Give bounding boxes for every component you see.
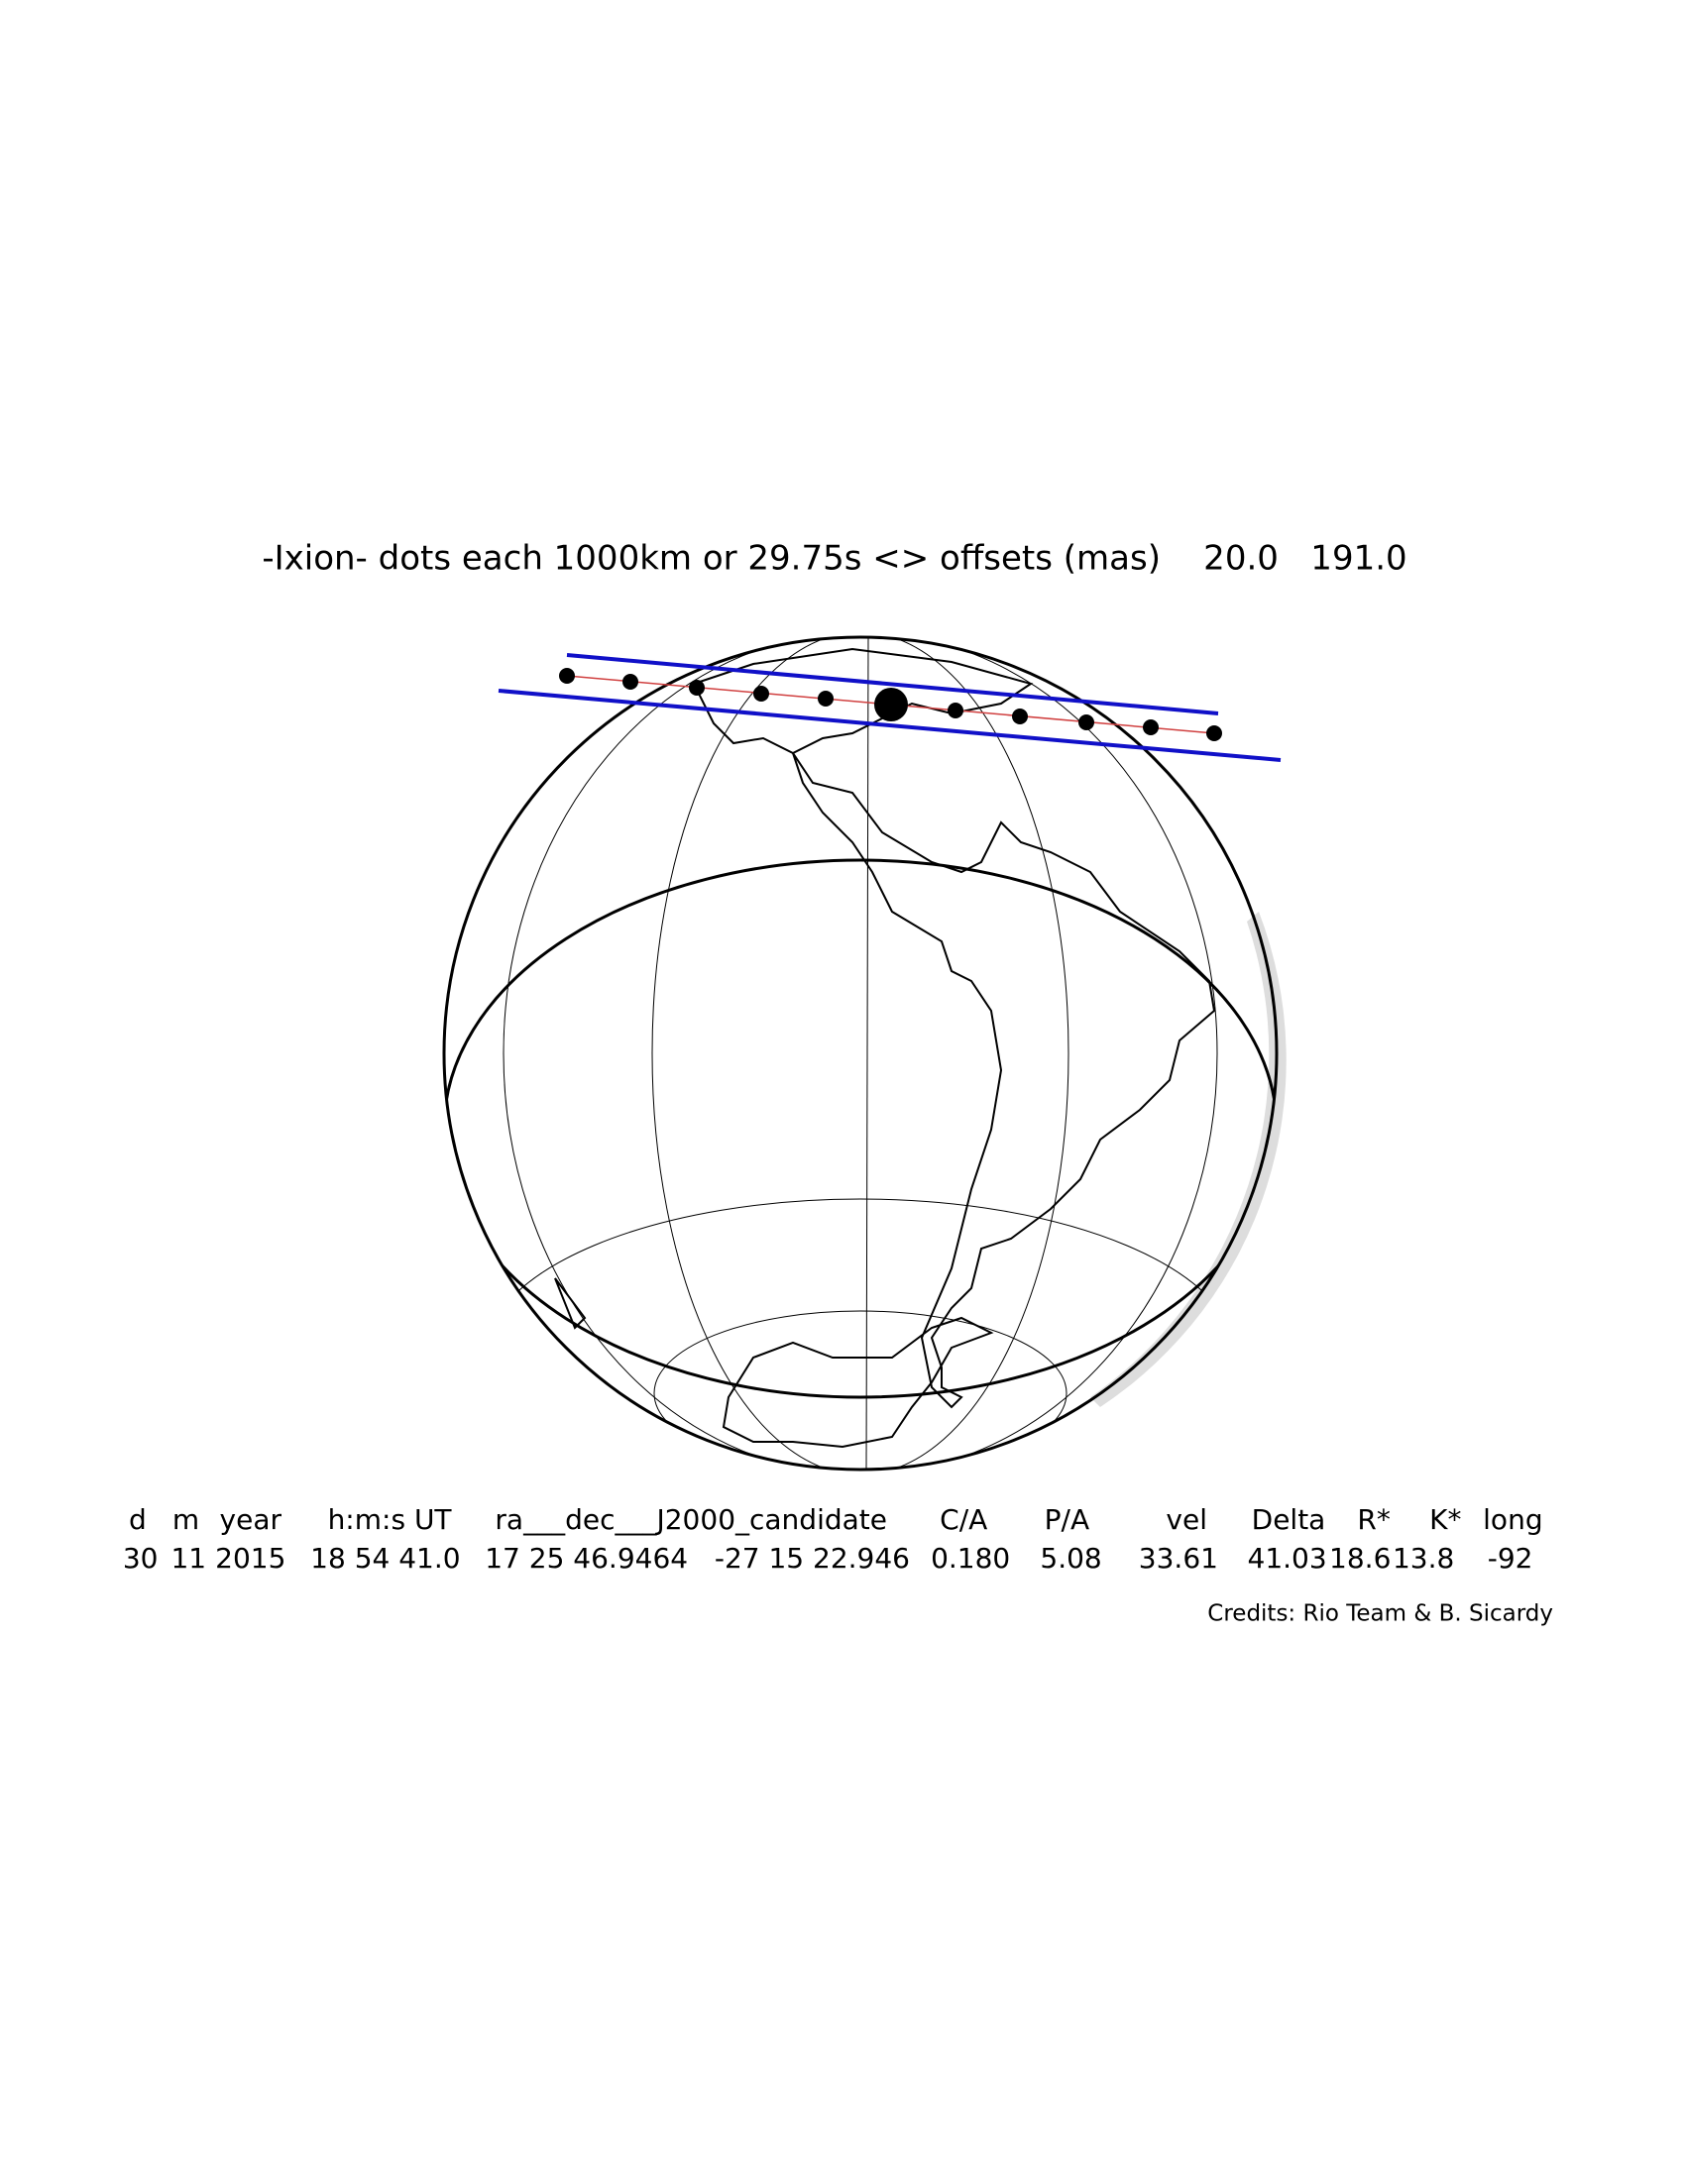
value-cell: 2015 <box>215 1542 285 1575</box>
credits: Credits: Rio Team & B. Sicardy <box>1207 1601 1553 1627</box>
header-cell: m <box>172 1503 199 1536</box>
header-cell: C/A <box>940 1503 987 1536</box>
equator <box>444 858 1277 1399</box>
header-cell: Delta <box>1252 1503 1326 1536</box>
shadow-limit-north <box>566 653 1219 715</box>
shadow <box>1090 912 1287 1407</box>
info-table: d m year h:m:s UT ra___dec___J2000_candidate… <box>123 1503 1543 1575</box>
header-cell: R* <box>1357 1503 1390 1536</box>
value-cell: 5.08 <box>1040 1542 1101 1575</box>
value-cell: 30 <box>123 1542 159 1575</box>
globe <box>442 635 1287 1472</box>
globe-limb <box>442 635 1279 1472</box>
value-cell: 18 54 41.0 <box>310 1542 460 1575</box>
value-cell: -27 15 22.946 <box>715 1542 910 1575</box>
header-cell: vel <box>1166 1503 1207 1536</box>
header-cell: d <box>129 1503 147 1536</box>
title: -Ixion- dots each 1000km or 29.75s <> of… <box>262 539 1406 579</box>
header-cell: h:m:s UT <box>328 1503 453 1536</box>
value-cell: 18.6 <box>1329 1542 1391 1575</box>
value-cell: 13.8 <box>1393 1542 1454 1575</box>
value-cell: -92 <box>1488 1542 1533 1575</box>
value-cell: 0.180 <box>931 1542 1010 1575</box>
header-cell: year <box>220 1503 282 1536</box>
coastlines <box>554 647 1216 1449</box>
value-cell: 17 25 46.9464 <box>485 1542 688 1575</box>
header-cell: K* <box>1429 1503 1461 1536</box>
path-dots <box>559 668 1222 741</box>
header-cell: long <box>1483 1503 1542 1536</box>
header-cell: P/A <box>1045 1503 1089 1536</box>
shadow-limit-south <box>498 689 1282 762</box>
value-cell: 41.03 <box>1248 1542 1327 1575</box>
value-cell: 33.61 <box>1139 1542 1218 1575</box>
value-cell: 11 <box>170 1542 206 1575</box>
header-cell: ra___dec___J2000_candidate <box>495 1503 887 1536</box>
